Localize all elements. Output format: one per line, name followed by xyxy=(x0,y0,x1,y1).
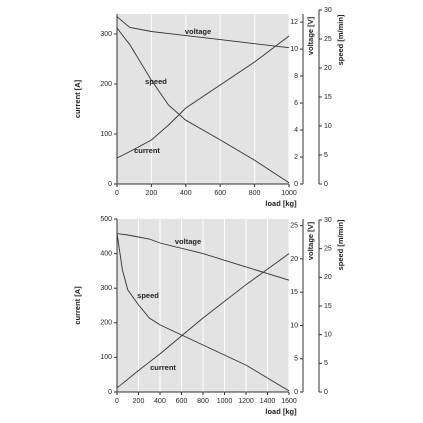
y-tick-label: 200 xyxy=(100,81,112,88)
y3-tick-label: 10 xyxy=(324,332,332,339)
y2-tick-label: 15 xyxy=(290,289,298,296)
y3-tick-label: 20 xyxy=(324,274,332,281)
y2-tick-label: 25 xyxy=(290,222,298,229)
series-label: current xyxy=(134,146,160,155)
series-line xyxy=(116,253,290,389)
x-tick-label: 800 xyxy=(249,190,261,197)
series-label: current xyxy=(150,363,176,372)
series-line xyxy=(116,233,290,392)
y3-tick-label: 10 xyxy=(324,123,332,130)
x-tick-label: 800 xyxy=(197,398,209,405)
y3-tick-label: 5 xyxy=(324,360,328,367)
y-tick-label: 500 xyxy=(100,216,112,223)
x-tick-label: 1000 xyxy=(217,398,233,405)
x-tick-label: 1600 xyxy=(281,398,297,405)
x-tick-label: 1400 xyxy=(260,398,276,405)
x-tick-label: 1000 xyxy=(281,190,297,197)
x-axis-title: load [kg] xyxy=(265,199,297,208)
y2-axis-title: voltage [V] xyxy=(306,221,315,260)
y3-tick-label: 20 xyxy=(324,65,332,72)
y-tick-label: 200 xyxy=(100,320,112,327)
x-tick-label: 0 xyxy=(115,190,119,197)
y-tick-label: 0 xyxy=(108,389,112,396)
y-tick-label: 100 xyxy=(100,354,112,361)
y-tick-label: 100 xyxy=(100,131,112,138)
y3-tick-label: 0 xyxy=(324,181,328,188)
x-tick-label: 600 xyxy=(214,190,226,197)
y2-tick-label: 10 xyxy=(290,46,298,53)
y3-tick-label: 15 xyxy=(324,94,332,101)
x-tick-label: 1200 xyxy=(238,398,254,405)
y3-tick-label: 25 xyxy=(324,36,332,43)
series-line xyxy=(116,233,290,281)
y3-axis-title: speed [m/min] xyxy=(336,219,345,270)
y2-tick-label: 20 xyxy=(290,256,298,263)
y2-axis-title: voltage [V] xyxy=(306,16,315,55)
y3-tick-label: 30 xyxy=(324,217,332,224)
y2-tick-label: 2 xyxy=(294,154,298,161)
y3-tick-label: 25 xyxy=(324,246,332,253)
series-label: speed xyxy=(137,291,159,300)
y-tick-label: 300 xyxy=(100,31,112,38)
y2-tick-label: 10 xyxy=(290,322,298,329)
x-tick-label: 400 xyxy=(154,398,166,405)
y2-tick-label: 4 xyxy=(294,127,298,134)
series-line xyxy=(116,27,290,184)
x-tick-label: 0 xyxy=(115,398,119,405)
y2-tick-label: 0 xyxy=(294,389,298,396)
plot-area xyxy=(117,14,289,184)
y3-axis-title: speed [m/min] xyxy=(336,14,345,65)
x-axis-title: load [kg] xyxy=(265,407,297,416)
y-axis-title: current [A] xyxy=(73,286,82,325)
y3-tick-label: 30 xyxy=(324,7,332,14)
y2-tick-label: 0 xyxy=(294,181,298,188)
series-label: speed xyxy=(145,77,167,86)
y2-tick-label: 5 xyxy=(294,356,298,363)
y3-tick-label: 15 xyxy=(324,303,332,310)
series-line xyxy=(116,35,290,159)
y-axis-title: current [A] xyxy=(73,79,82,118)
x-tick-label: 600 xyxy=(176,398,188,405)
y-tick-label: 400 xyxy=(100,250,112,257)
y2-tick-label: 8 xyxy=(294,73,298,80)
y3-tick-label: 5 xyxy=(324,152,328,159)
y3-tick-label: 0 xyxy=(324,389,328,396)
series-label: voltage xyxy=(175,237,201,246)
y-tick-label: 0 xyxy=(108,181,112,188)
series-line xyxy=(116,16,290,49)
x-tick-label: 200 xyxy=(133,398,145,405)
x-tick-label: 200 xyxy=(146,190,158,197)
series-label: voltage xyxy=(185,27,211,36)
y-tick-label: 300 xyxy=(100,285,112,292)
x-tick-label: 400 xyxy=(180,190,192,197)
y2-tick-label: 6 xyxy=(294,100,298,107)
y2-tick-label: 12 xyxy=(290,19,298,26)
